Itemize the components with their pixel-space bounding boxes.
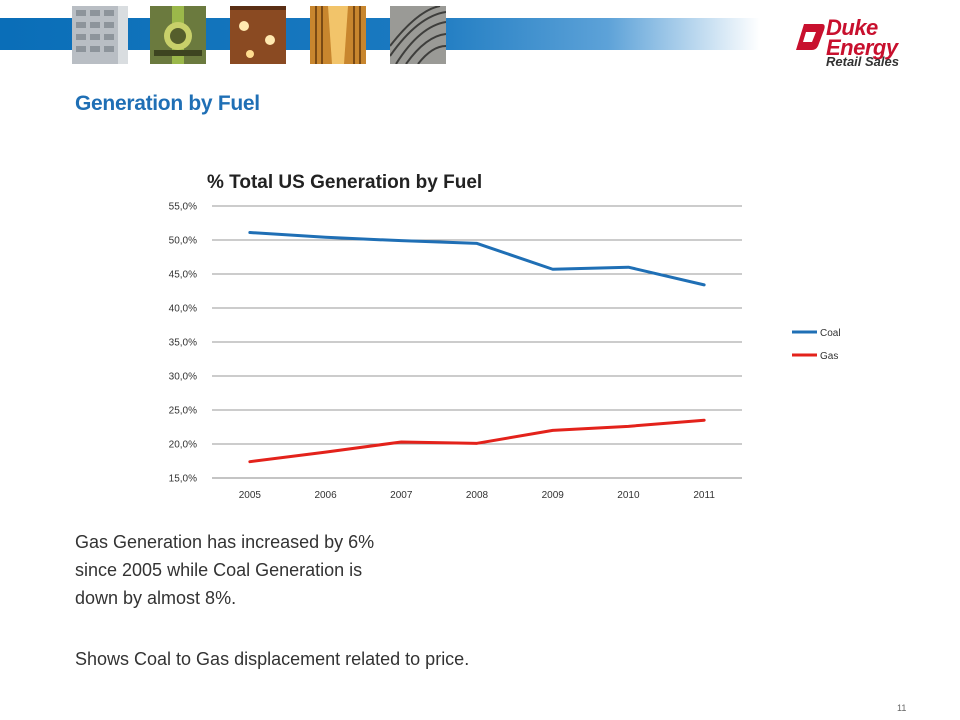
duke-energy-logo: Duke Energy Retail Sales bbox=[792, 16, 922, 72]
header-photo-corridor bbox=[310, 6, 366, 64]
x-tick-label: 2005 bbox=[239, 490, 262, 501]
y-tick-label: 50,0% bbox=[169, 236, 197, 247]
duke-energy-swoosh-icon bbox=[796, 24, 825, 50]
y-tick-label: 45,0% bbox=[169, 270, 197, 281]
y-tick-label: 40,0% bbox=[169, 304, 197, 315]
x-tick-label: 2011 bbox=[693, 490, 715, 501]
body-text-line-3: down by almost 8%. bbox=[75, 588, 237, 608]
header-photo-valves bbox=[150, 6, 206, 64]
chart-title: % Total US Generation by Fuel bbox=[207, 172, 483, 193]
x-tick-label: 2007 bbox=[390, 490, 413, 501]
series-line-coal bbox=[248, 231, 706, 287]
slide-number: 11 bbox=[897, 703, 907, 713]
legend-label-gas: Gas bbox=[820, 351, 838, 362]
header-photo-switchgear bbox=[72, 6, 128, 64]
legend-label-coal: Coal bbox=[820, 328, 841, 339]
x-tick-label: 2008 bbox=[466, 490, 489, 501]
y-tick-label: 25,0% bbox=[169, 406, 197, 417]
y-tick-label: 15,0% bbox=[169, 474, 197, 485]
body-text-line-2: since 2005 while Coal Generation is bbox=[75, 560, 363, 580]
body-text-line-4: Shows Coal to Gas displacement related t… bbox=[75, 649, 470, 669]
logo-brand-text: Duke Energy bbox=[826, 15, 898, 60]
page-title: Generation by Fuel bbox=[75, 92, 260, 115]
body-text-line-1: Gas Generation has increased by 6% bbox=[75, 532, 375, 552]
series-line-gas bbox=[248, 418, 706, 464]
y-tick-label: 20,0% bbox=[169, 440, 197, 451]
y-tick-label: 55,0% bbox=[169, 202, 197, 213]
y-tick-label: 30,0% bbox=[169, 372, 197, 383]
x-tick-label: 2006 bbox=[314, 490, 337, 501]
y-tick-label: 35,0% bbox=[169, 338, 197, 349]
header-photo-turbine bbox=[390, 6, 446, 64]
x-tick-label: 2009 bbox=[542, 490, 565, 501]
x-tick-label: 2010 bbox=[617, 490, 640, 501]
logo-sub-text: Retail Sales bbox=[826, 54, 899, 69]
header-photo-ceiling-lights bbox=[230, 6, 286, 64]
